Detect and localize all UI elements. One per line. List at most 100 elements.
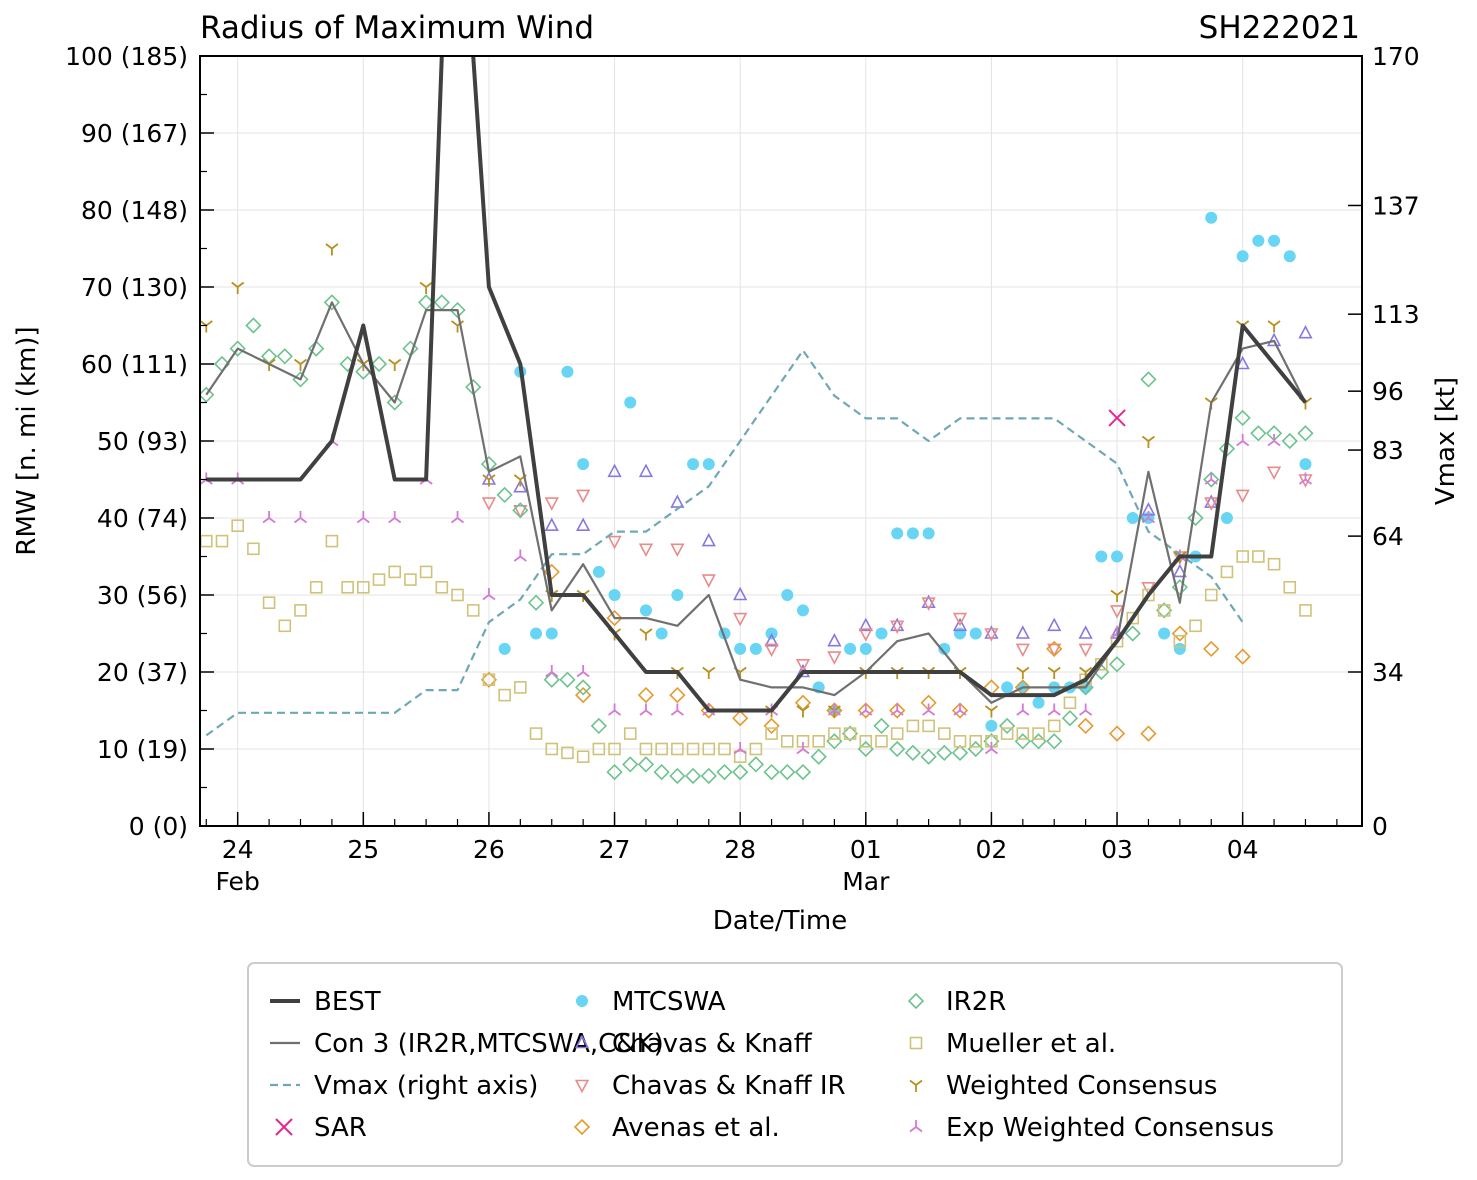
ir2r-point: [386, 394, 403, 411]
mueller-et-al-point: [671, 742, 684, 756]
mueller-et-al-point: [1142, 588, 1155, 602]
mtcswa-point: [781, 589, 794, 601]
mueller-et-al-point: [482, 673, 496, 687]
chavas-knaff-ir-point: [764, 643, 779, 658]
y-tick-label: 20 (37): [97, 658, 188, 687]
mueller-et-al-point: [545, 742, 559, 756]
mueller-et-al-point: [1267, 557, 1281, 571]
mueller-et-al-point: [215, 534, 229, 548]
ir2r-point: [512, 502, 529, 519]
mueller-et-al-point: [733, 750, 747, 764]
weighted-consensus-point: [702, 666, 716, 679]
mtcswa-point: [1205, 211, 1218, 224]
x-tick-label: 26: [473, 835, 505, 864]
chart-title: Radius of Maximum Wind: [200, 10, 594, 46]
legend-item-avenas-et-al: Avenas et al.: [573, 1113, 780, 1143]
ir2r-point: [590, 717, 607, 735]
y-tick-label: 100 (185): [65, 42, 188, 71]
ir2r-point: [1203, 471, 1220, 488]
weighted-consensus-point: [639, 628, 653, 641]
plot-area: [200, 56, 1314, 785]
chavas-knaff-ir-point: [481, 497, 497, 511]
weighted-consensus-point: [1016, 666, 1030, 679]
legend-label: Vmax (right axis): [314, 1071, 538, 1101]
legend-swatch: [909, 1036, 923, 1050]
ir2r-point: [700, 767, 717, 785]
exp-weighted-consensus-point: [576, 665, 590, 678]
legend-item-sar: SAR: [275, 1113, 367, 1143]
avenas-et-al-point: [575, 686, 592, 704]
y-right-tick-label: 113: [1372, 300, 1420, 329]
avenas-et-al-point: [1046, 640, 1063, 658]
chavas-knaff-ir-point: [1266, 466, 1282, 481]
ir2r-point: [433, 294, 450, 311]
ir2r-point: [245, 317, 262, 334]
mtcswa-point: [608, 589, 621, 601]
exp-weighted-consensus-point: [262, 511, 276, 524]
ir2r-point: [951, 744, 969, 761]
mueller-et-al-point: [419, 565, 433, 579]
y-right-tick-label: 34: [1372, 658, 1404, 687]
mtcswa-point: [875, 627, 888, 640]
legend-item-chavas-knaff: Chavas & Knaff: [574, 1029, 813, 1059]
mtcswa-point: [954, 627, 967, 640]
y-tick-label: 40 (74): [97, 504, 188, 533]
mtcswa-point: [1158, 627, 1171, 640]
mtcswa-point: [1236, 250, 1249, 263]
x-tick-label: 01: [850, 835, 882, 864]
ir2r-point: [732, 763, 749, 781]
legend-label: MTCSWA: [612, 987, 726, 1017]
exp-weighted-consensus-point: [796, 742, 810, 755]
avenas-et-al-point: [1234, 648, 1251, 665]
chavas-knaff-point: [1172, 563, 1187, 578]
exp-weighted-consensus-point: [733, 742, 747, 755]
chavas-knaff-ir-point: [1204, 497, 1219, 511]
y-tick-label: 50 (93): [97, 427, 188, 456]
mueller-et-al-point: [953, 734, 967, 748]
mueller-et-al-point: [1126, 611, 1140, 625]
exp-weighted-consensus-point: [1016, 703, 1030, 716]
avenas-et-al-point: [637, 686, 655, 704]
avenas-et-al-point: [1171, 625, 1188, 642]
mueller-et-al-point: [561, 746, 574, 760]
exp-weighted-consensus-point: [1267, 434, 1281, 447]
mtcswa-point: [545, 627, 558, 640]
chavas-knaff-ir-point: [984, 628, 999, 642]
chavas-knaff-point: [638, 463, 654, 478]
ir2r-point: [1187, 509, 1204, 527]
mueller-et-al-point: [890, 727, 904, 740]
mtcswa-point: [498, 642, 511, 655]
mueller-et-al-point: [1283, 580, 1297, 594]
mtcswa-point: [1032, 696, 1045, 709]
mueller-et-al-point: [498, 688, 511, 702]
weighted-consensus-point: [1047, 666, 1061, 679]
mtcswa-point: [1299, 458, 1312, 471]
exp-weighted-consensus-point: [1298, 472, 1313, 485]
exp-weighted-consensus-point: [450, 511, 465, 524]
mueller-et-al-point: [529, 727, 543, 740]
mtcswa-point: [561, 365, 574, 378]
legend-swatch: [907, 992, 925, 1010]
ir2r-point: [559, 671, 576, 688]
mtcswa-point: [530, 627, 543, 640]
legend-label: Avenas et al.: [612, 1113, 780, 1143]
y-tick-label: 10 (19): [97, 735, 188, 764]
mtcswa-point: [1095, 550, 1108, 563]
mueller-et-al-point: [875, 734, 888, 748]
mtcswa-point: [1173, 642, 1186, 655]
chavas-knaff-ir-point: [1235, 489, 1250, 504]
mtcswa-point: [655, 627, 668, 640]
mueller-et-al-point: [435, 580, 449, 594]
chavas-knaff-ir-point: [952, 612, 968, 627]
mueller-et-al-point: [1032, 727, 1045, 740]
mueller-et-al-point: [1252, 550, 1265, 563]
weighted-consensus-point: [482, 474, 496, 487]
ir2r-point: [873, 717, 890, 735]
mueller-et-al-point: [200, 534, 213, 548]
ir2r-point: [653, 763, 670, 781]
mueller-et-al-point: [247, 542, 260, 556]
mtcswa-point: [734, 642, 747, 655]
con-3-ir2r-mtcswa-c-k-line: [205, 301, 1307, 704]
mueller-et-al-point: [1220, 565, 1234, 579]
